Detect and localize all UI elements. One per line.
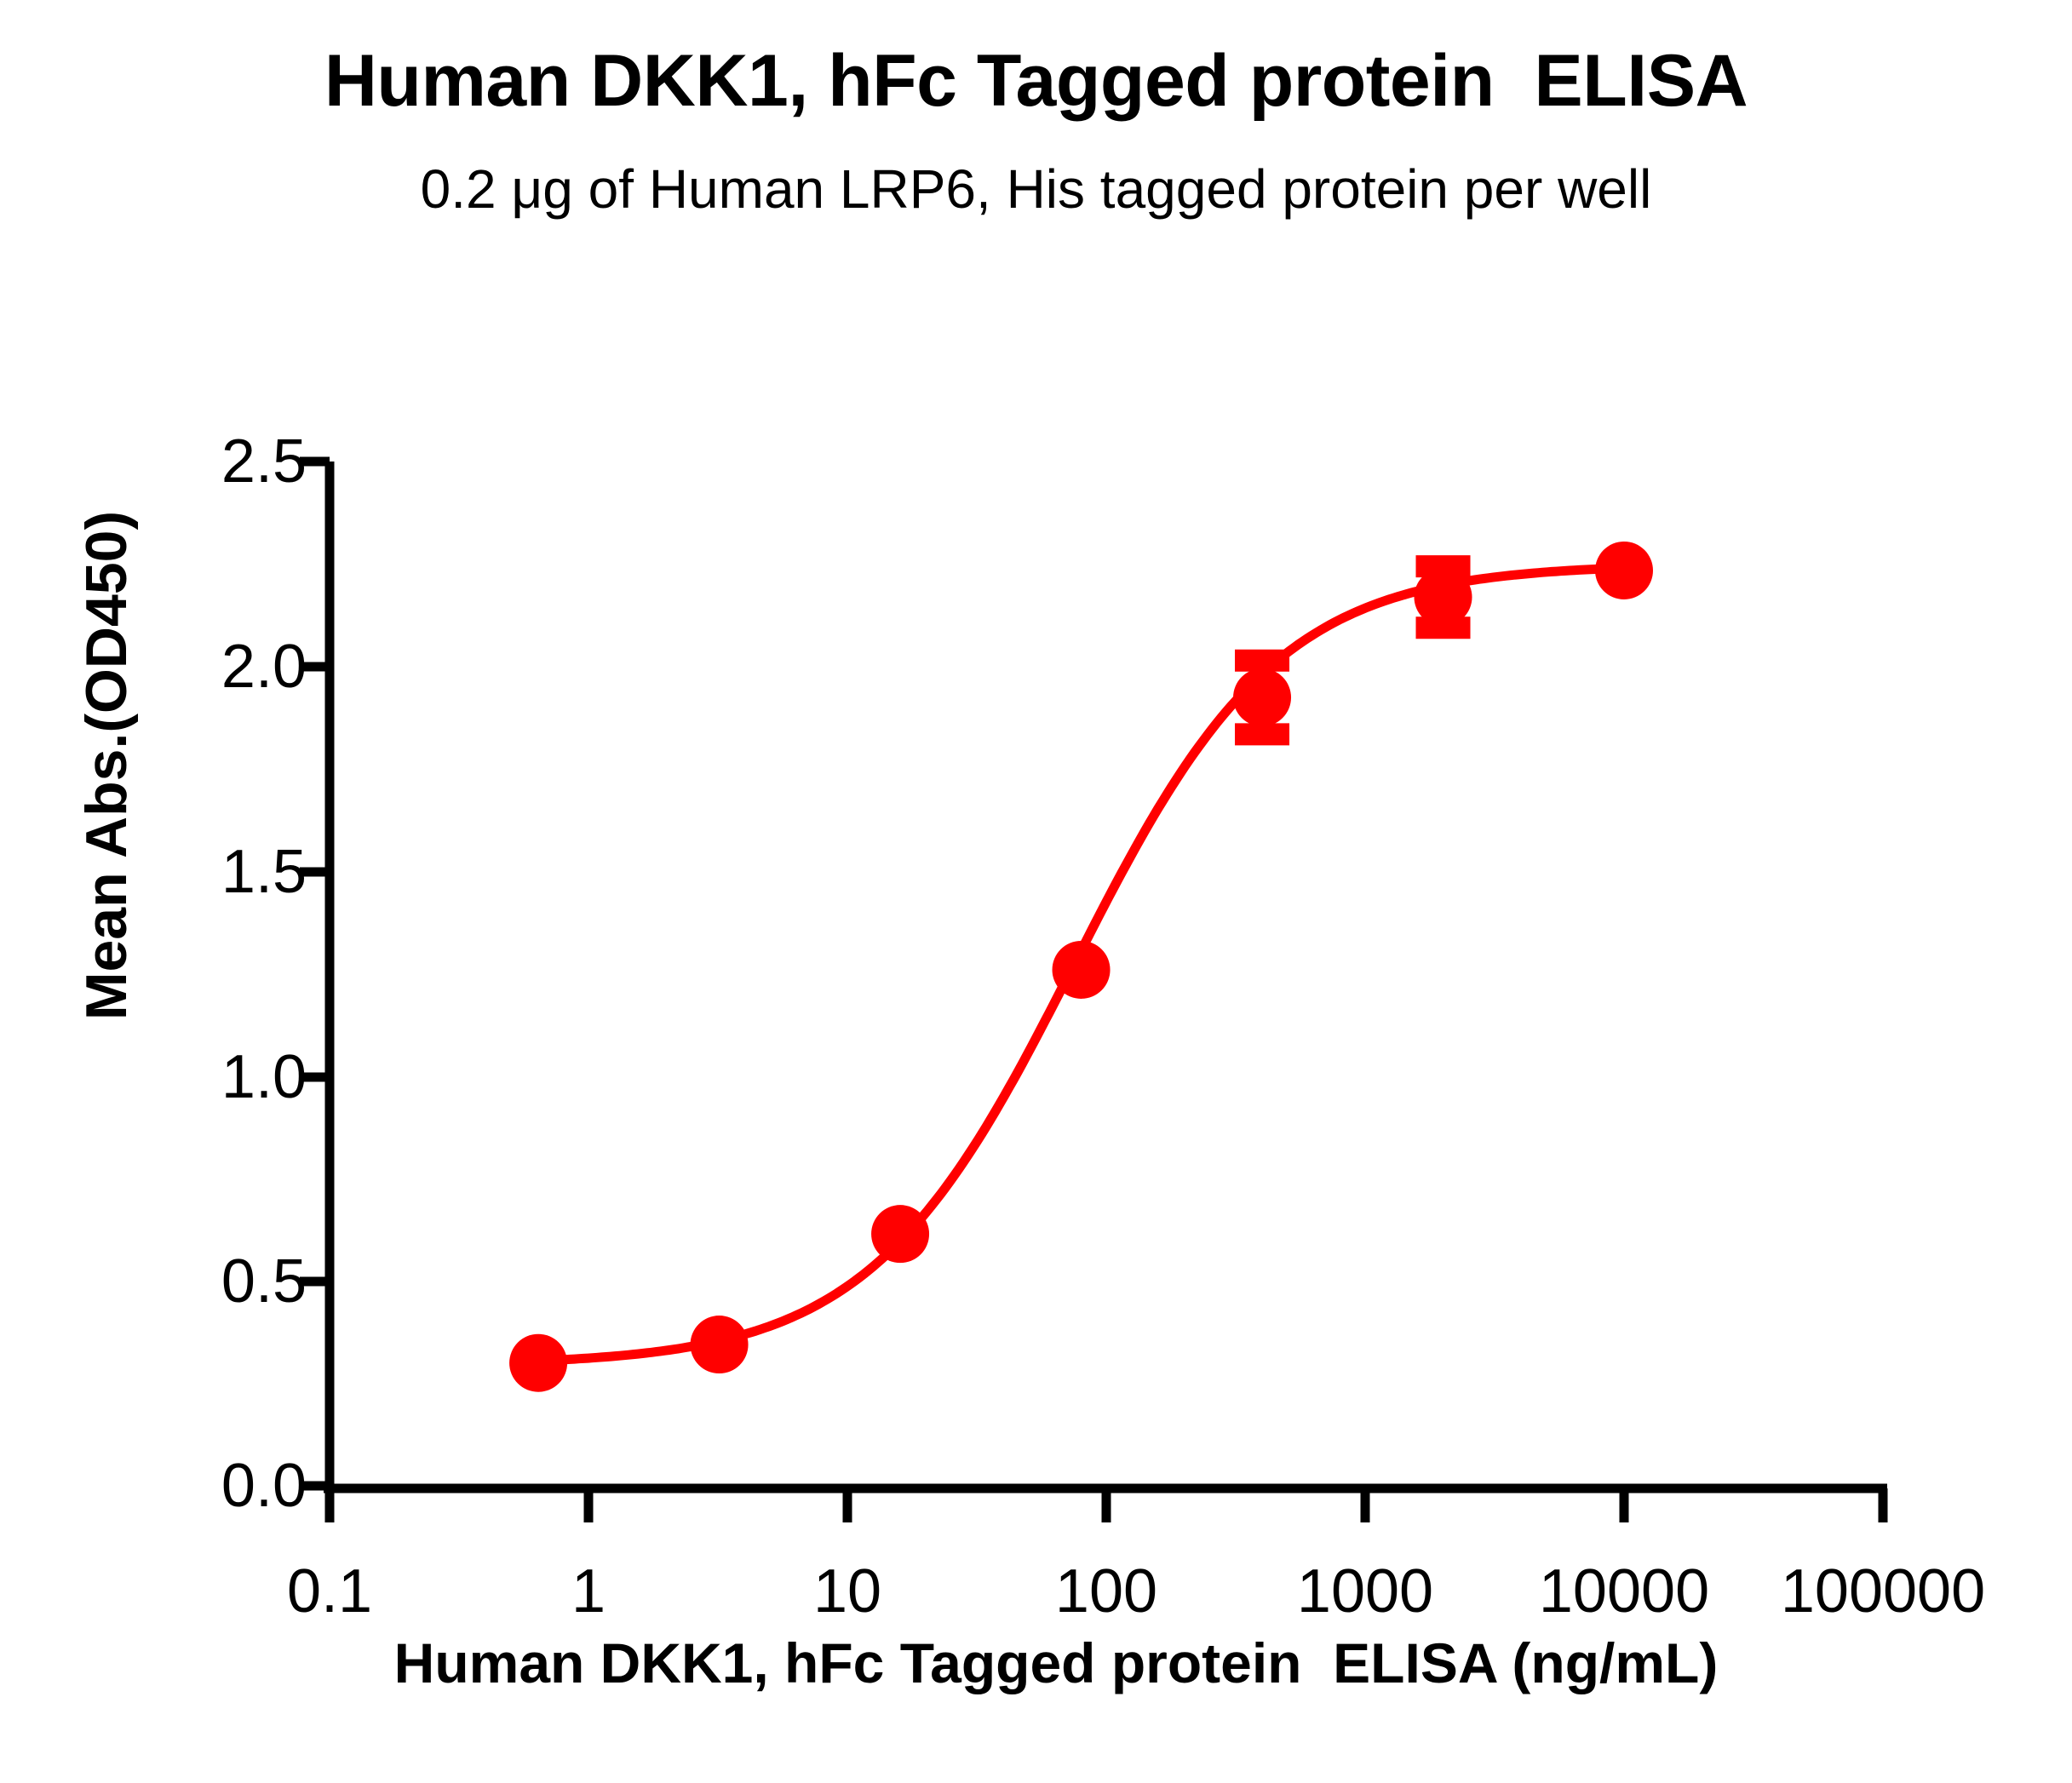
x-tick-label-100000: 100000 (1780, 1557, 1986, 1625)
y-axis-ticks (300, 456, 330, 1491)
x-axis-title: Human DKK1, hFc Tagged protein ELISA (ng… (393, 1631, 1719, 1694)
x-tick-label-1: 1 (571, 1557, 606, 1625)
y-tick-label-0-0: 0.0 (221, 1452, 307, 1520)
data-point-marker (1595, 541, 1653, 599)
x-tick-label-100: 100 (1054, 1557, 1158, 1625)
data-point-marker (690, 1316, 749, 1374)
y-tick-label-1-0: 1.0 (221, 1043, 307, 1111)
data-point-marker (871, 1205, 930, 1264)
x-tick-label-0-1: 0.1 (286, 1557, 373, 1625)
data-point-marker (1414, 568, 1472, 627)
x-tick-label-10000: 10000 (1538, 1557, 1710, 1625)
data-point-marker (509, 1333, 568, 1392)
y-tick-label-1-5: 1.5 (221, 838, 307, 906)
data-point-markers (509, 541, 1653, 1392)
y-tick-label-2-0: 2.0 (221, 633, 307, 701)
data-point-marker (1052, 940, 1111, 999)
x-tick-label-1000: 1000 (1296, 1557, 1434, 1625)
y-tick-label-2-5: 2.5 (221, 427, 307, 496)
x-axis-ticks (324, 1488, 1888, 1522)
chart-subtitle: 0.2 μg of Human LRP6, His tagged protein… (420, 158, 1652, 220)
chart-title: Human DKK1, hFc Tagged protein ELISA (324, 40, 1748, 122)
x-tick-label-10: 10 (812, 1557, 882, 1625)
data-point-marker (1233, 668, 1292, 727)
y-tick-label-0-5: 0.5 (221, 1247, 307, 1316)
